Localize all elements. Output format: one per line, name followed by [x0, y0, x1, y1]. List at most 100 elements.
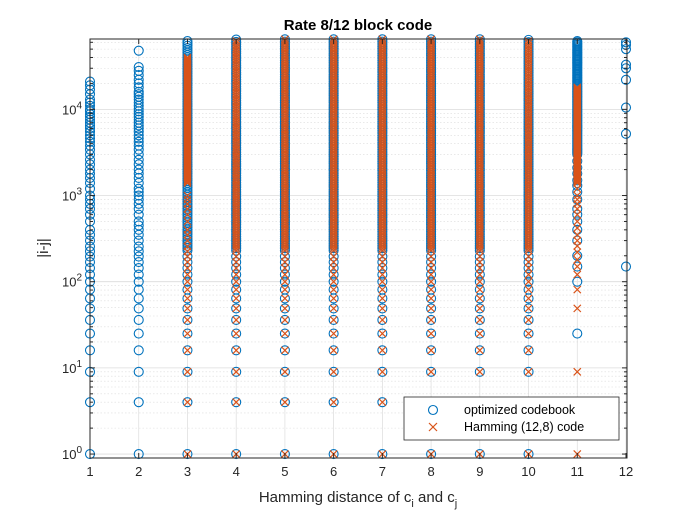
hamming-point [183, 191, 192, 200]
hamming-point [427, 346, 436, 355]
hamming-point [475, 277, 484, 286]
optimized-point [133, 97, 144, 108]
hamming-point [475, 285, 484, 294]
optimized-point [133, 276, 144, 287]
hamming-point [427, 315, 436, 324]
optimized-point [231, 397, 242, 408]
optimized-point [474, 257, 485, 268]
optimized-point [133, 136, 144, 147]
hamming-point [183, 56, 192, 65]
hamming-point [280, 285, 289, 294]
optimized-point [231, 269, 242, 280]
optimized-point [377, 366, 388, 377]
x-axis-label-main: Hamming distance of c [259, 489, 412, 506]
hamming-point [183, 277, 192, 286]
optimized-point [426, 276, 437, 287]
optimized-point [133, 251, 144, 262]
hamming-point [427, 304, 436, 313]
optimized-point [133, 224, 144, 235]
optimized-point [133, 164, 144, 175]
hamming-point [329, 270, 338, 279]
optimized-point [523, 263, 534, 274]
hamming-point [378, 252, 387, 261]
optimized-point [279, 263, 290, 274]
hamming-point [183, 53, 192, 62]
optimized-point [133, 140, 144, 151]
legend-box [403, 396, 620, 441]
hamming-point [280, 264, 289, 273]
hamming-point [524, 346, 533, 355]
optimized-point [572, 328, 583, 339]
hamming-point [475, 270, 484, 279]
optimized-point [620, 102, 632, 113]
hamming-point [329, 294, 338, 303]
x-axis-label-mid: and c [414, 489, 455, 506]
optimized-point [231, 345, 242, 356]
optimized-point [474, 276, 485, 287]
optimized-point [328, 257, 339, 268]
legend-label-optimized: optimized codebook [464, 403, 576, 417]
hamming-point [329, 285, 338, 294]
hamming-point [573, 367, 582, 376]
hamming-point [232, 264, 241, 273]
legend: optimized codebook Hamming (12,8) code [403, 396, 620, 441]
optimized-point [133, 111, 144, 122]
legend-marker-optimized [427, 404, 439, 416]
optimized-point [133, 154, 144, 165]
hamming-point [329, 315, 338, 324]
optimized-point [279, 251, 290, 262]
y-tick-label: 101 [62, 359, 82, 376]
optimized-point [279, 314, 290, 325]
hamming-point [573, 285, 582, 294]
hamming-point [232, 304, 241, 313]
optimized-point [474, 328, 485, 339]
optimized-point [133, 366, 144, 377]
optimized-point [182, 314, 193, 325]
hamming-point [183, 285, 192, 294]
optimized-point [133, 159, 144, 170]
optimized-point [279, 257, 290, 268]
optimized-point [133, 94, 144, 105]
hamming-point [232, 277, 241, 286]
hamming-point [378, 264, 387, 273]
hamming-point [427, 329, 436, 338]
optimized-point [328, 366, 339, 377]
hamming-point [573, 184, 582, 193]
hamming-point [280, 277, 289, 286]
hamming-point [427, 277, 436, 286]
hamming-point [573, 270, 582, 279]
optimized-point [426, 328, 437, 339]
hamming-point [573, 86, 582, 95]
optimized-point [523, 34, 534, 45]
x-tick-label: 7 [379, 464, 386, 479]
optimized-point [426, 251, 437, 262]
optimized-point [182, 284, 193, 295]
optimized-point [133, 235, 144, 246]
hamming-point [329, 329, 338, 338]
optimized-point [523, 328, 534, 339]
optimized-point [572, 209, 583, 220]
hamming-point [280, 329, 289, 338]
optimized-point [523, 276, 534, 287]
optimized-point [133, 303, 144, 314]
optimized-point [231, 314, 242, 325]
hamming-point [573, 262, 582, 271]
optimized-point [133, 263, 144, 274]
optimized-point [133, 61, 144, 73]
optimized-point [133, 314, 144, 325]
optimized-point [133, 209, 144, 220]
legend-marker-hamming [428, 422, 438, 432]
hamming-point [524, 270, 533, 279]
optimized-point [620, 59, 632, 70]
optimized-point [133, 89, 144, 100]
hamming-point [524, 315, 533, 324]
x-tick-label: 8 [427, 464, 434, 479]
optimized-point [523, 269, 534, 280]
optimized-point [133, 257, 144, 268]
hamming-point [183, 304, 192, 313]
x-tick-label: 3 [184, 464, 191, 479]
hamming-point [183, 315, 192, 324]
hamming-point [475, 252, 484, 261]
